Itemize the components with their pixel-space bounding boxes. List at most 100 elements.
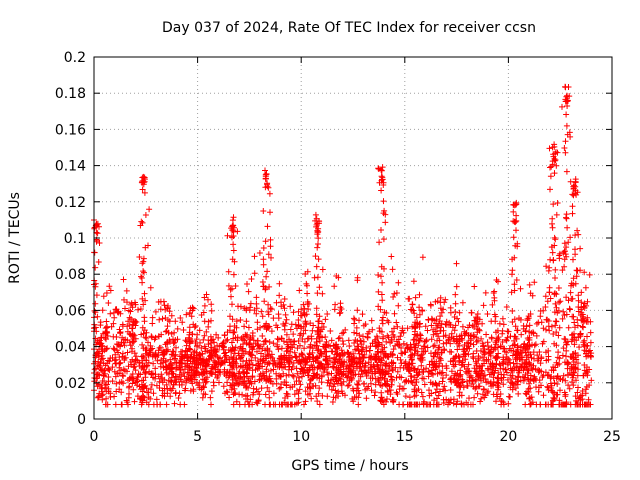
data-point [515, 390, 522, 397]
data-point [316, 401, 323, 408]
data-point [329, 363, 336, 370]
data-point [237, 362, 244, 369]
data-point [381, 265, 387, 272]
data-point [139, 384, 146, 390]
data-point [342, 392, 348, 399]
data-point [457, 367, 464, 374]
data-point [278, 361, 285, 368]
data-point [422, 338, 429, 345]
data-point [316, 353, 323, 360]
data-point [542, 293, 549, 300]
data-point [237, 355, 244, 362]
x-tick-label: 5 [193, 429, 202, 445]
data-point [239, 345, 246, 352]
data-point [587, 339, 594, 346]
data-point [126, 322, 133, 329]
data-point [447, 321, 454, 328]
data-point [296, 386, 303, 393]
data-point [256, 365, 263, 372]
data-point [475, 373, 481, 380]
data-point [337, 309, 344, 316]
data-point [575, 384, 581, 391]
data-point [440, 340, 447, 347]
data-point [274, 324, 281, 331]
data-point [183, 311, 190, 318]
data-point [232, 375, 239, 382]
data-point [282, 311, 289, 318]
data-point [316, 385, 323, 392]
data-point [553, 304, 560, 311]
data-point [193, 336, 200, 343]
data-point [568, 365, 575, 372]
data-point [471, 365, 478, 372]
data-point [393, 389, 400, 396]
data-point [246, 362, 252, 368]
grid-lines [94, 57, 612, 419]
data-point [129, 380, 136, 387]
data-point [503, 304, 510, 310]
data-point [526, 322, 533, 329]
data-point [120, 380, 127, 387]
data-point [276, 355, 283, 362]
data-point [339, 362, 346, 368]
data-point [178, 357, 185, 364]
data-point [289, 372, 296, 379]
data-point [270, 366, 277, 373]
data-point [473, 314, 480, 321]
data-point [243, 333, 250, 340]
data-point [551, 309, 558, 316]
data-point [141, 269, 147, 276]
data-point [371, 392, 378, 399]
data-point [107, 310, 114, 317]
data-point [259, 345, 266, 352]
data-point [500, 399, 507, 406]
data-point [378, 291, 385, 298]
data-point [513, 227, 519, 234]
data-point [294, 345, 301, 352]
data-point [434, 395, 440, 402]
x-tick-label: 10 [292, 429, 310, 445]
data-point [199, 376, 206, 383]
data-points [91, 83, 595, 408]
data-point [283, 372, 290, 379]
data-point [323, 361, 330, 367]
data-point [120, 276, 127, 283]
data-point [293, 400, 300, 407]
data-point [419, 368, 426, 375]
data-point [563, 93, 570, 100]
data-point [517, 344, 524, 351]
data-point [378, 328, 385, 335]
data-point [294, 370, 301, 377]
data-point [412, 401, 419, 408]
data-point [400, 340, 407, 347]
data-point [304, 335, 311, 342]
data-point [561, 240, 568, 247]
data-point [159, 359, 166, 366]
data-point [454, 315, 461, 322]
data-point [346, 362, 353, 369]
data-point [230, 363, 237, 370]
data-point [139, 341, 146, 348]
data-point [218, 360, 225, 367]
data-point [283, 316, 290, 323]
data-point [575, 292, 582, 299]
data-point [163, 401, 170, 408]
data-point [393, 319, 400, 326]
data-point [560, 308, 567, 315]
data-point [300, 301, 307, 308]
data-point [182, 347, 189, 354]
data-point [355, 401, 362, 408]
data-point [105, 300, 112, 306]
data-point [546, 145, 553, 152]
data-point [233, 324, 240, 331]
data-point [122, 305, 128, 312]
data-point [410, 341, 417, 348]
data-point [239, 391, 246, 398]
data-point [135, 370, 142, 377]
data-point [282, 395, 288, 401]
data-point [281, 296, 288, 302]
data-point [334, 358, 341, 365]
data-point [487, 349, 494, 356]
data-point [116, 354, 123, 361]
data-point [563, 294, 570, 301]
